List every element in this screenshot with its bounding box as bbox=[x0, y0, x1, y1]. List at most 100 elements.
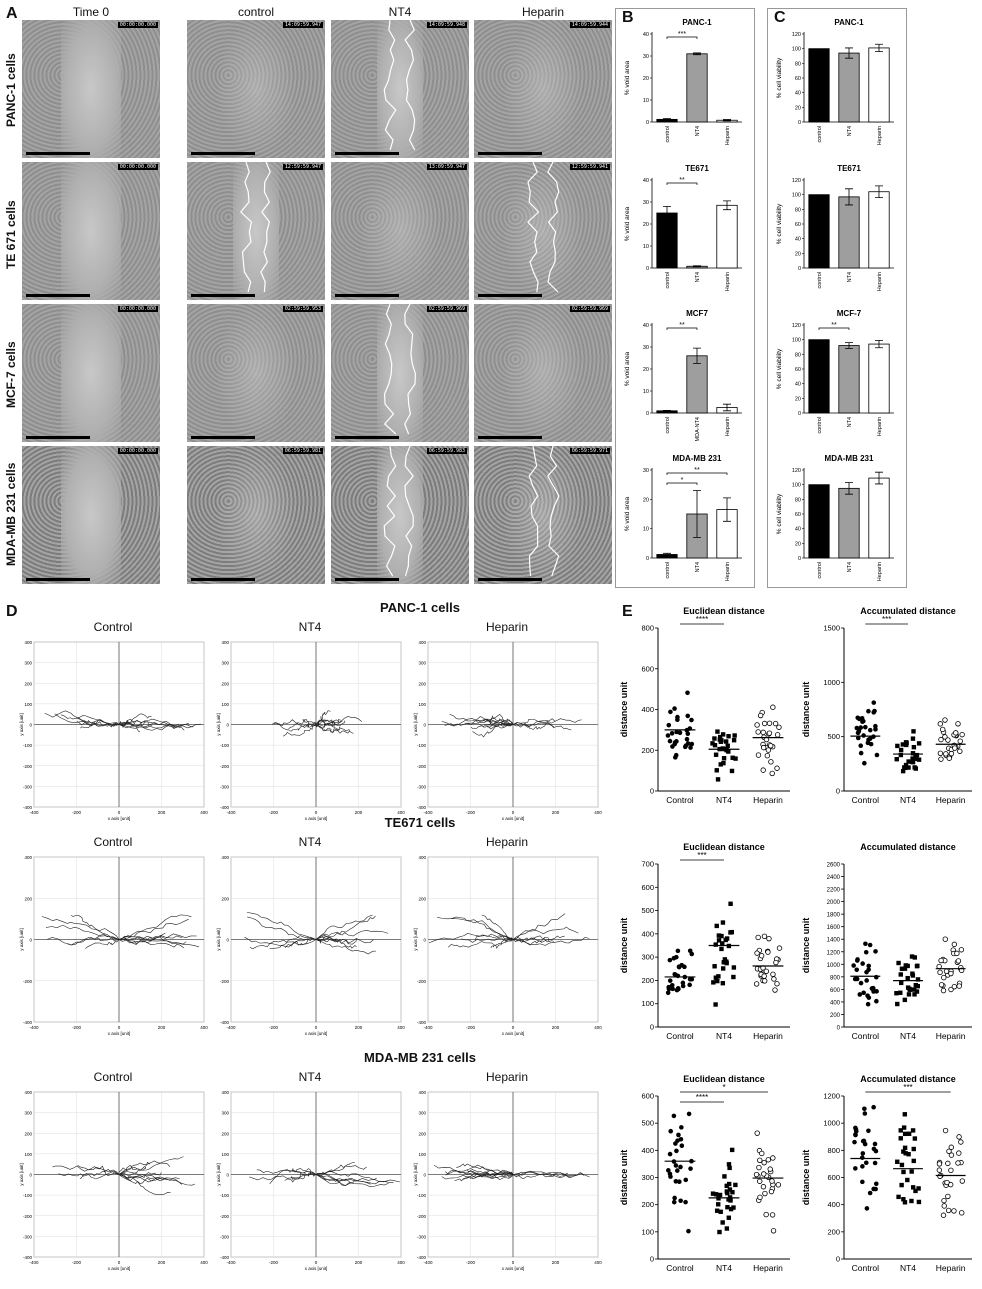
x-tick-label: 0 bbox=[118, 1025, 121, 1030]
y-tick-label: 20 bbox=[643, 76, 649, 82]
cell-track bbox=[472, 723, 514, 738]
data-point bbox=[729, 1147, 735, 1153]
cell-track bbox=[448, 939, 514, 948]
trajectory-plot: -400 -300 -200 -100 0 100 200 300 400 -400 -200 0 20… bbox=[413, 640, 602, 821]
category-label: control bbox=[665, 126, 671, 143]
significance-bracket bbox=[666, 182, 698, 185]
y-tick-label: 1600 bbox=[827, 925, 841, 931]
y-tick-label: 200 bbox=[24, 1131, 32, 1136]
data-point bbox=[759, 1150, 765, 1157]
data-point bbox=[761, 1159, 767, 1166]
cell-track bbox=[315, 929, 389, 940]
data-point bbox=[671, 1199, 677, 1205]
data-point bbox=[898, 990, 903, 995]
timestamp-badge: 00:00:00.000 bbox=[117, 306, 158, 312]
data-point bbox=[873, 727, 878, 732]
x-tick-label: 400 bbox=[200, 810, 208, 815]
y-tick-label: 400 bbox=[827, 1200, 840, 1209]
cell-track bbox=[44, 712, 120, 726]
y-tick-label: 400 bbox=[418, 855, 426, 860]
data-point bbox=[669, 731, 675, 736]
timestamp-badge: 00:00:00.000 bbox=[117, 164, 158, 170]
y-tick-label: -100 bbox=[417, 1193, 427, 1198]
x-tick-label: -400 bbox=[29, 810, 39, 815]
data-point bbox=[870, 985, 876, 991]
chart-title: PANC-1 bbox=[682, 18, 712, 27]
x-axis-label: x axis [unit] bbox=[108, 816, 131, 821]
significance-bracket bbox=[818, 327, 850, 330]
data-point bbox=[757, 1178, 763, 1184]
data-point bbox=[674, 739, 679, 744]
data-point bbox=[719, 738, 724, 743]
y-tick-label: -300 bbox=[220, 1234, 230, 1239]
cell-track bbox=[461, 937, 514, 943]
category-label: control bbox=[665, 272, 671, 289]
data-point bbox=[858, 750, 864, 756]
data-point bbox=[948, 970, 954, 977]
y-tick-label: -200 bbox=[417, 979, 427, 984]
cell-track bbox=[441, 720, 514, 727]
data-point bbox=[773, 959, 779, 966]
y-tick-label: 0 bbox=[646, 120, 649, 126]
data-point bbox=[686, 1111, 692, 1117]
data-point bbox=[857, 992, 863, 997]
error-bar bbox=[723, 403, 731, 412]
category-label: NT4 bbox=[847, 562, 853, 572]
data-point bbox=[860, 961, 865, 966]
closed-gap bbox=[214, 446, 298, 584]
cell-track bbox=[118, 918, 189, 940]
data-point bbox=[854, 976, 860, 982]
data-point bbox=[673, 1179, 679, 1184]
data-point bbox=[717, 1229, 722, 1235]
cell-track bbox=[118, 1160, 171, 1175]
data-point bbox=[874, 989, 879, 994]
micrograph-tile: 14:09:59.947 bbox=[187, 20, 325, 158]
data-point bbox=[757, 712, 764, 719]
cell-track bbox=[269, 1169, 317, 1184]
data-point bbox=[895, 1159, 900, 1164]
x-tick-label: -200 bbox=[269, 1025, 279, 1030]
cell-track bbox=[467, 1169, 514, 1177]
data-point bbox=[684, 736, 690, 742]
data-point bbox=[902, 1200, 908, 1205]
data-point bbox=[731, 738, 737, 743]
data-point bbox=[899, 966, 905, 971]
data-point bbox=[853, 1166, 858, 1171]
panel-b-label: B bbox=[622, 9, 634, 26]
scatter-dot-plot: Euclidean distance 0 100 200 300 400 500 600 700… bbox=[619, 842, 790, 1041]
data-point bbox=[731, 1205, 736, 1210]
data-point bbox=[772, 720, 779, 727]
data-point bbox=[767, 743, 774, 749]
cell-track bbox=[315, 719, 341, 726]
category-label: control bbox=[665, 417, 671, 434]
y-tick-label: 300 bbox=[641, 1173, 654, 1182]
cell-track bbox=[76, 721, 120, 727]
cell-track bbox=[315, 724, 354, 734]
data-point bbox=[754, 950, 760, 956]
error-bar bbox=[723, 497, 731, 522]
wound-edge-lines bbox=[383, 446, 414, 577]
y-tick-label: 0 bbox=[423, 723, 426, 728]
cell-track bbox=[284, 1172, 317, 1183]
y-tick-label: -100 bbox=[220, 743, 230, 748]
y-tick-label: 0 bbox=[798, 411, 801, 417]
x-tick-label: 400 bbox=[594, 1025, 602, 1030]
y-tick-label: 400 bbox=[830, 1000, 841, 1006]
y-tick-label: 200 bbox=[641, 746, 654, 755]
cell-track bbox=[118, 1172, 162, 1182]
data-point bbox=[763, 968, 770, 974]
cell-track bbox=[284, 938, 317, 948]
data-point bbox=[943, 968, 950, 975]
data-point bbox=[948, 750, 955, 757]
cell-track bbox=[288, 723, 317, 732]
cell-track bbox=[118, 1171, 195, 1186]
y-tick-label: 2400 bbox=[827, 875, 841, 881]
micrograph-tile: 00:00:00.000 bbox=[22, 446, 160, 584]
cell-track bbox=[77, 1165, 120, 1175]
y-tick-label: 30 bbox=[643, 54, 649, 60]
y-tick-label: 500 bbox=[641, 1119, 654, 1128]
data-point bbox=[946, 1148, 952, 1154]
significance-stars: *** bbox=[903, 1083, 912, 1092]
data-point bbox=[720, 966, 726, 971]
cell-track bbox=[441, 1169, 514, 1180]
